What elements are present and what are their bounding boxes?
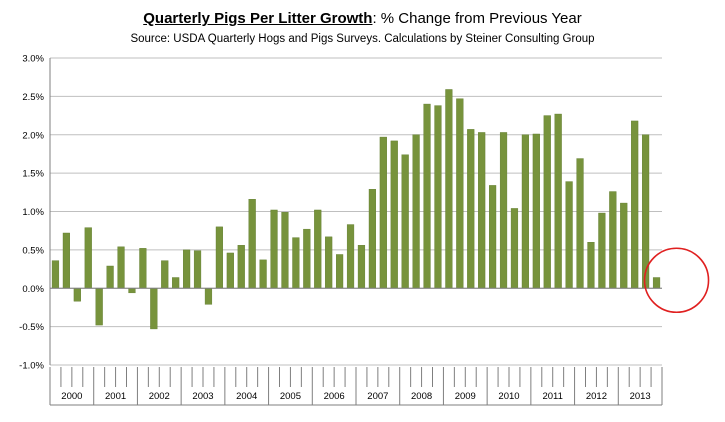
bar: [532, 133, 540, 289]
bar: [325, 236, 333, 289]
bar: [237, 245, 245, 289]
bar: [346, 224, 355, 289]
bar: [139, 248, 147, 289]
bar: [270, 209, 278, 289]
chart-subtitle: Source: USDA Quarterly Hogs and Pigs Sur…: [130, 33, 595, 45]
x-year-label: 2002: [149, 391, 170, 402]
bar: [215, 226, 223, 289]
bar: [259, 259, 267, 289]
bar: [587, 241, 595, 289]
bar: [434, 105, 442, 289]
x-year-label: 2011: [542, 391, 562, 402]
bar: [609, 191, 617, 289]
bar: [51, 260, 60, 289]
x-year-label: 2005: [280, 391, 301, 402]
bar: [292, 237, 300, 289]
x-year-label: 2013: [630, 391, 651, 402]
bar: [543, 115, 551, 289]
bar: [445, 89, 453, 289]
bar: [84, 227, 92, 289]
bar: [456, 98, 464, 289]
bar: [193, 250, 202, 289]
bar: [554, 113, 562, 289]
y-tick-label: 1.5%: [22, 169, 44, 180]
bar: [161, 260, 169, 289]
y-tick-label: -0.5%: [19, 322, 44, 333]
bar: [368, 189, 376, 289]
x-year-label: 2006: [324, 391, 345, 402]
bar: [281, 212, 289, 289]
x-year-label: 2009: [455, 391, 476, 402]
x-year-label: 2003: [192, 391, 213, 402]
bar: [489, 185, 497, 289]
bar: [314, 209, 322, 289]
bar: [379, 136, 387, 289]
bar: [183, 249, 191, 289]
bar: [172, 277, 180, 289]
chart-title: Quarterly Pigs Per Litter Growth: % Chan…: [0, 10, 725, 27]
bar: [390, 140, 398, 289]
y-tick-label: 0.5%: [22, 245, 44, 256]
bar: [467, 129, 475, 289]
chart-title-main: Quarterly Pigs Per Litter Growth: [143, 10, 373, 27]
x-year-label: 2000: [61, 391, 82, 402]
bar: [303, 228, 311, 289]
bar: [565, 181, 573, 289]
bar: [357, 245, 366, 289]
bar: [576, 158, 584, 289]
bar: [128, 288, 136, 294]
bar: [478, 132, 486, 289]
bar: [106, 265, 114, 289]
bar: [499, 132, 508, 289]
bar: [95, 288, 103, 326]
x-year-label: 2012: [586, 391, 607, 402]
chart-title-rest: : % Change from Previous Year: [372, 10, 582, 27]
y-tick-label: 2.5%: [22, 92, 44, 103]
bar: [204, 288, 213, 305]
bar: [62, 232, 70, 289]
bar: [73, 288, 81, 302]
x-year-label: 2001: [105, 391, 126, 402]
x-year-label: 2008: [411, 391, 432, 402]
bar: [631, 120, 639, 289]
bar: [226, 252, 234, 289]
y-tick-label: 0.0%: [22, 284, 44, 295]
bar: [423, 103, 431, 289]
bar: [620, 202, 628, 289]
x-year-label: 2010: [498, 391, 519, 402]
x-year-label: 2004: [236, 391, 257, 402]
bar: [150, 288, 158, 330]
bar: [117, 246, 125, 289]
y-tick-label: 1.0%: [22, 207, 44, 218]
bar: [652, 277, 661, 289]
bar: [401, 154, 409, 289]
y-tick-label: -1.0%: [19, 361, 44, 372]
bar: [510, 208, 519, 289]
bar: [598, 212, 606, 289]
bar: [336, 254, 344, 289]
bar: [248, 199, 256, 289]
y-tick-label: 3.0%: [22, 54, 44, 65]
bar: [412, 134, 420, 289]
bar: [521, 134, 529, 289]
x-year-label: 2007: [367, 391, 388, 402]
y-tick-label: 2.0%: [22, 130, 44, 141]
highlight-circle: [643, 247, 710, 314]
